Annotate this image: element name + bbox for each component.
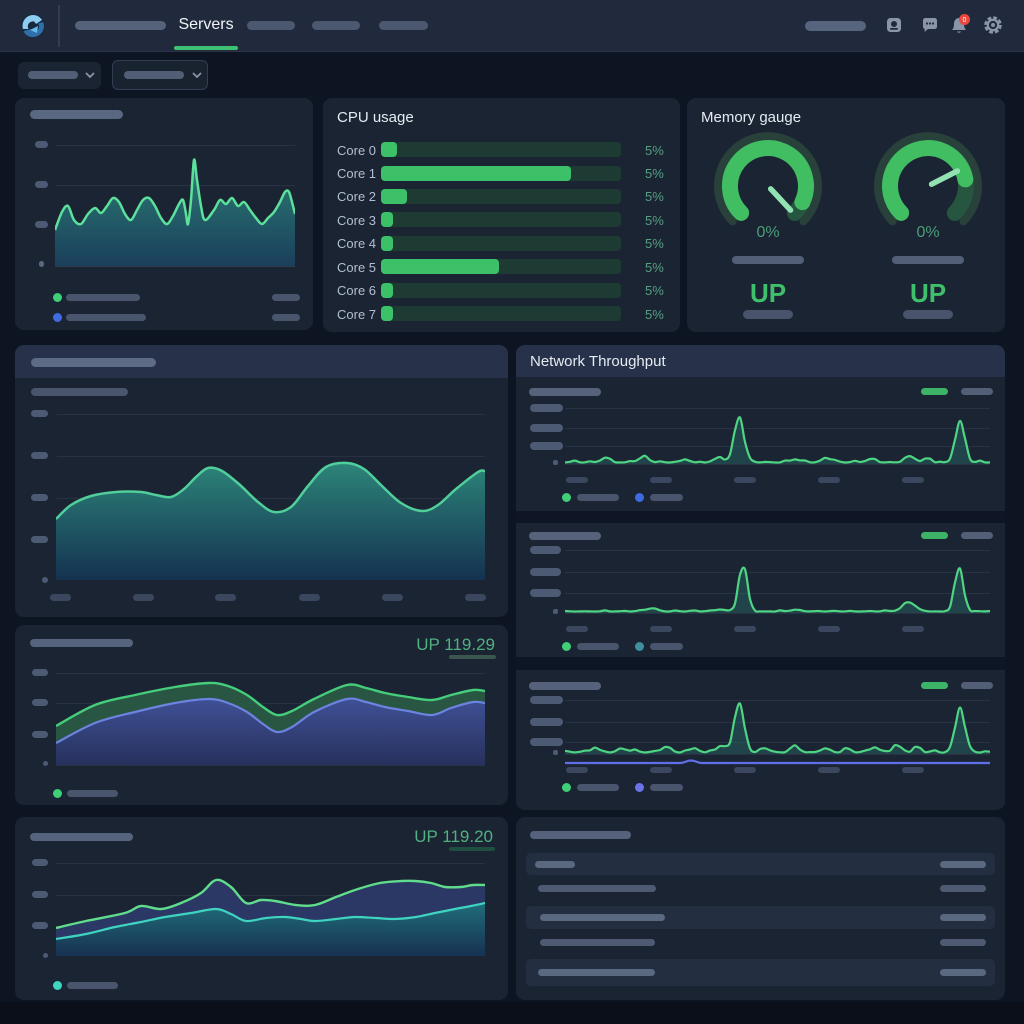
svg-text:0: 0 <box>963 17 967 24</box>
